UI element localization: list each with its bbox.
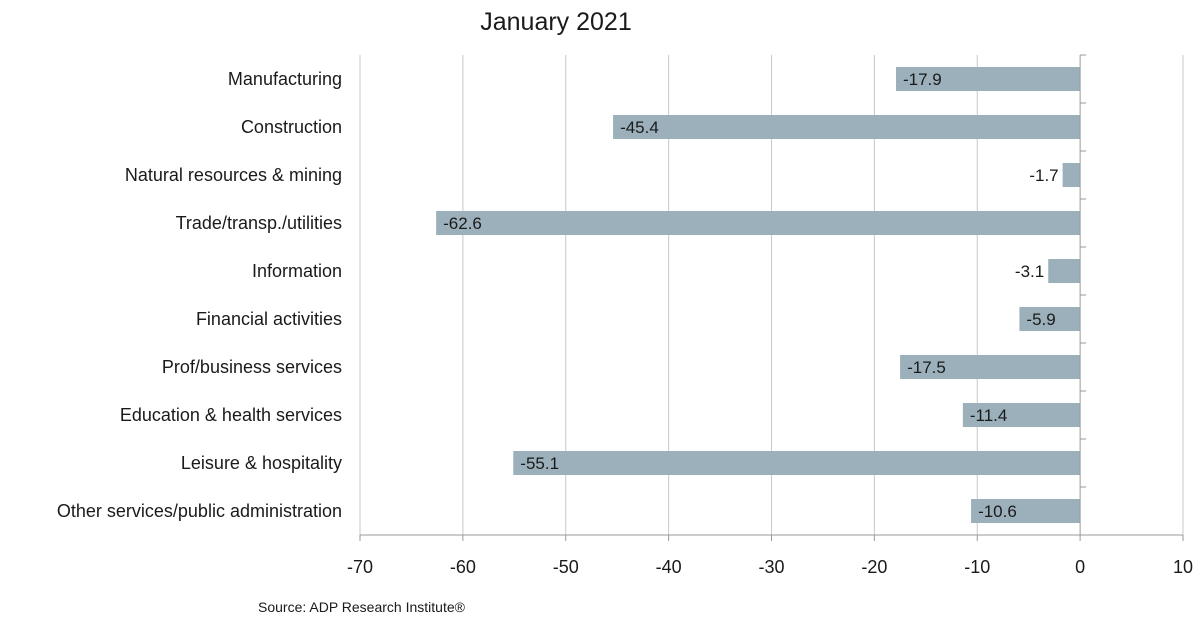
category-label: Manufacturing xyxy=(228,69,342,89)
x-tick-label: 10 xyxy=(1173,557,1193,577)
x-tick-label: -70 xyxy=(347,557,373,577)
bar xyxy=(962,403,1081,427)
data-labels: -17.9 -45.4 -1.7 -62.6 -3.1 -5.9 -17.5 -11.4 -55… xyxy=(443,70,1059,521)
x-tick-label: -60 xyxy=(450,557,476,577)
category-label: Information xyxy=(252,261,342,281)
bar xyxy=(436,211,1081,235)
bar xyxy=(613,115,1081,139)
data-label: -17.5 xyxy=(907,358,946,377)
category-label: Financial activities xyxy=(196,309,342,329)
category-label: Construction xyxy=(241,117,342,137)
category-label: Trade/transp./utilities xyxy=(176,213,342,233)
chart-title: January 2021 xyxy=(480,8,632,36)
data-label: -1.7 xyxy=(1029,166,1058,185)
x-tick-label: -50 xyxy=(553,557,579,577)
bar xyxy=(1019,307,1081,331)
category-labels: Manufacturing Construction Natural resourc… xyxy=(57,69,342,521)
bar xyxy=(895,67,1081,91)
category-label: Other services/public administration xyxy=(57,501,342,521)
x-tick-label: -10 xyxy=(964,557,990,577)
x-tick-label: -40 xyxy=(656,557,682,577)
category-label: Education & health services xyxy=(120,405,342,425)
axes xyxy=(359,54,1184,541)
bars xyxy=(436,67,1081,523)
category-label: Prof/business services xyxy=(162,357,342,377)
data-label: -17.9 xyxy=(903,70,942,89)
data-label: -5.9 xyxy=(1026,310,1055,329)
data-label: -10.6 xyxy=(978,502,1017,521)
category-label: Leisure & hospitality xyxy=(181,453,342,473)
bar xyxy=(971,499,1081,523)
category-label: Natural resources & mining xyxy=(125,165,342,185)
bar xyxy=(1062,163,1081,187)
data-label: -55.1 xyxy=(520,454,559,473)
data-label: -45.4 xyxy=(620,118,659,137)
x-tick-label: -20 xyxy=(861,557,887,577)
data-label: -62.6 xyxy=(443,214,482,233)
bar xyxy=(900,355,1081,379)
data-label: -3.1 xyxy=(1015,262,1044,281)
source-note: Source: ADP Research Institute® xyxy=(258,599,466,615)
bar xyxy=(1048,259,1081,283)
x-tick-labels: -70 -60 -50 -40 -30 -20 -10 0 10 xyxy=(347,557,1193,577)
x-tick-label: -30 xyxy=(758,557,784,577)
bar xyxy=(513,451,1081,475)
data-label: -11.4 xyxy=(970,406,1008,425)
x-tick-label: 0 xyxy=(1075,557,1085,577)
